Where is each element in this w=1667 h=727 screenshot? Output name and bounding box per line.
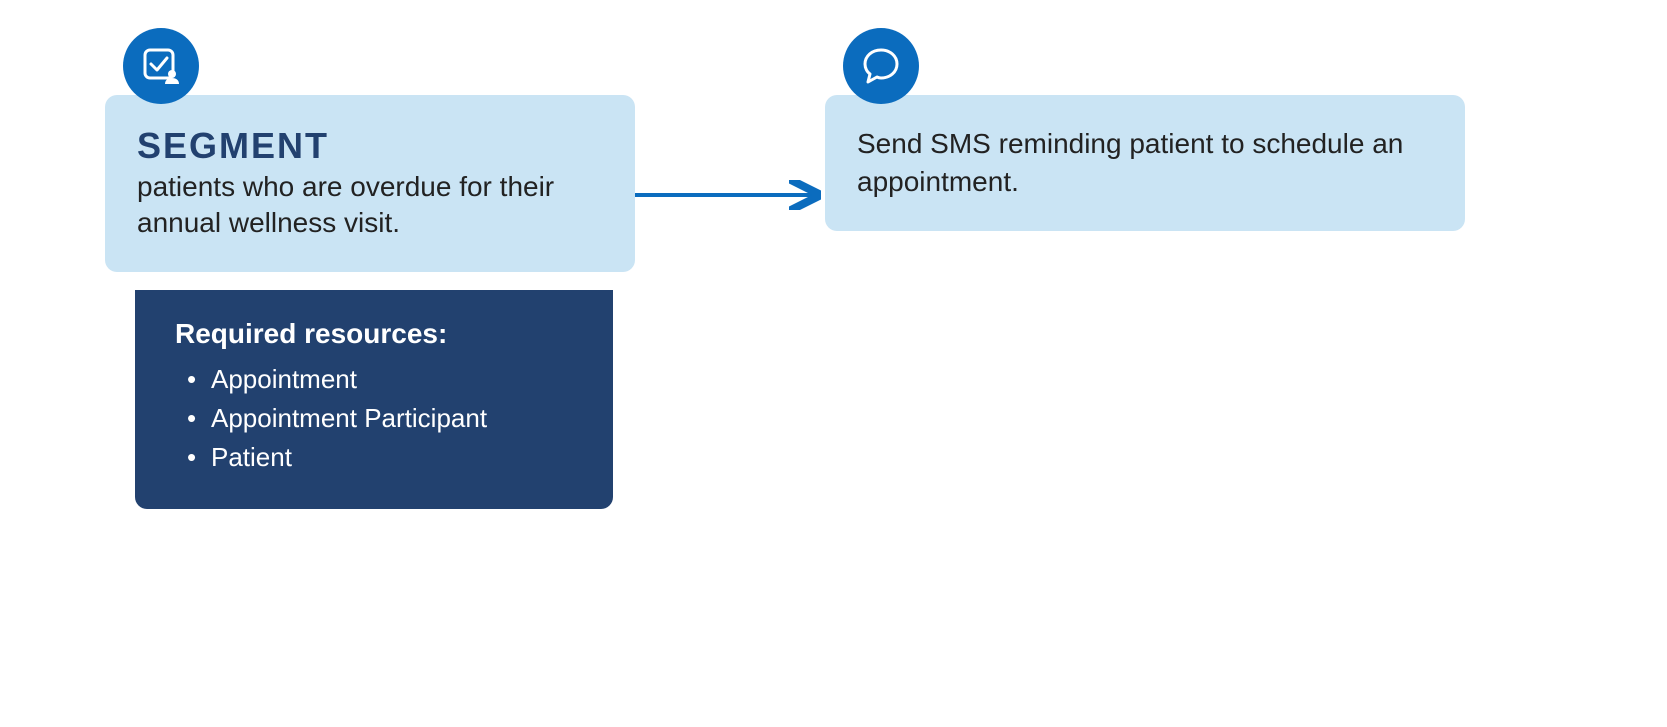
chat-bubble-icon bbox=[860, 45, 902, 87]
action-icon-badge bbox=[843, 28, 919, 104]
action-text: Send SMS reminding patient to schedule a… bbox=[857, 125, 1435, 201]
segment-icon-badge bbox=[123, 28, 199, 104]
resource-item: Appointment bbox=[187, 360, 583, 399]
resource-item: Appointment Participant bbox=[187, 399, 583, 438]
resources-panel: Required resources: Appointment Appointm… bbox=[135, 290, 613, 509]
segment-title: SEGMENT bbox=[137, 125, 605, 167]
resources-list: Appointment Appointment Participant Pati… bbox=[175, 360, 583, 477]
resource-item: Patient bbox=[187, 438, 583, 477]
resources-title: Required resources: bbox=[175, 318, 583, 350]
flow-diagram: Required resources: Appointment Appointm… bbox=[0, 0, 1667, 727]
flow-arrow bbox=[635, 180, 825, 210]
checkbox-user-icon bbox=[139, 44, 183, 88]
action-node: Send SMS reminding patient to schedule a… bbox=[825, 95, 1465, 231]
segment-node: SEGMENT patients who are overdue for the… bbox=[105, 95, 635, 272]
segment-description: patients who are overdue for their annua… bbox=[137, 169, 605, 242]
